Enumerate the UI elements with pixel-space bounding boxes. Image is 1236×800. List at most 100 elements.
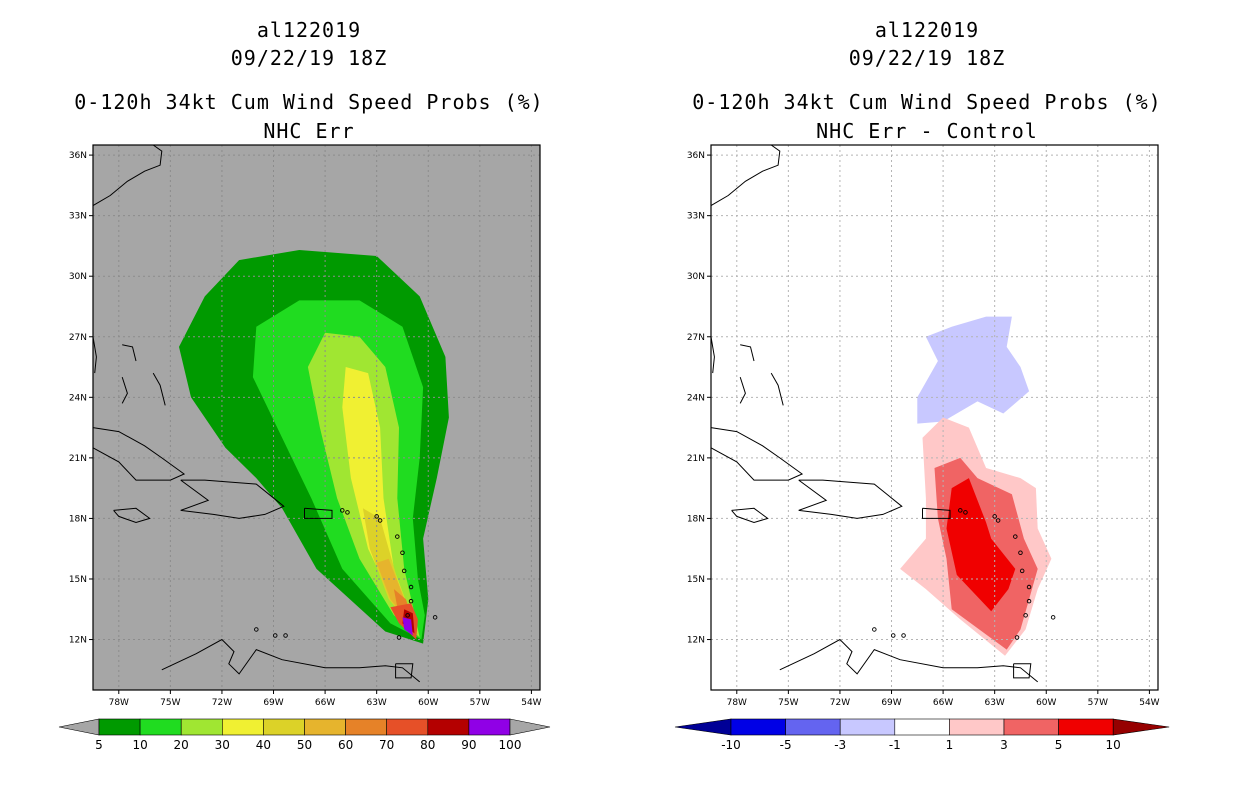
island-outline — [401, 568, 407, 574]
island-outline — [408, 598, 414, 604]
island-outline — [400, 550, 405, 555]
island-outline — [995, 518, 1001, 523]
plot-frame — [710, 144, 1159, 691]
colorbar-label: 60 — [338, 738, 353, 752]
colorbar-segment — [427, 718, 470, 736]
colorbar-label: 10 — [132, 738, 147, 752]
lat-tick-label: 36N — [687, 151, 705, 161]
colorbar-segment — [949, 718, 1005, 736]
lat-tick-label: 33N — [69, 212, 87, 222]
contour-level-90 — [402, 617, 413, 636]
lat-tick-label: 21N — [69, 454, 87, 464]
colorbar-segment — [180, 718, 223, 736]
lon-tick-label: 57W — [470, 698, 490, 708]
colorbar-segment — [139, 718, 182, 736]
coastline — [92, 336, 97, 374]
colorbar-label: 10 — [1106, 738, 1121, 752]
coastline — [770, 372, 784, 406]
coastlines — [92, 144, 438, 683]
lat-tick-label: 27N — [687, 333, 705, 343]
lon-tick-label: 66W — [933, 698, 953, 708]
island-outline — [890, 633, 896, 638]
left-map-chart: 36N 33N 30N 27N 24N 21N 18N 15N 12N 78W 75W 72W 69W 6… — [58, 144, 551, 752]
colorbar-low-extension — [58, 718, 100, 736]
colorbar-segment — [345, 718, 388, 736]
coastline — [152, 372, 166, 406]
colorbar-label: 20 — [174, 738, 189, 752]
colorbar-label: 1 — [946, 738, 954, 752]
island-outline — [432, 615, 438, 620]
lon-tick-label: 54W — [1139, 698, 1159, 708]
right-storm-id: al122019 — [874, 18, 980, 42]
coastline — [113, 507, 151, 524]
lon-tick-label: 69W — [263, 698, 283, 708]
right-product-title: 0-120h 34kt Cum Wind Speed Probs (%) — [692, 90, 1162, 114]
lon-tick-label: 78W — [727, 698, 747, 708]
right-valid-time: 09/22/19 18Z — [848, 46, 1006, 70]
colorbar: 5 10 20 30 40 50 60 70 80 90 100 — [58, 718, 551, 752]
lon-tick-label: 54W — [521, 698, 541, 708]
coastline — [304, 507, 333, 519]
colorbar-segment — [263, 718, 305, 736]
lat-tick-label: 30N — [687, 272, 705, 282]
colorbar-segment — [222, 718, 264, 736]
colorbar-label: 3 — [1000, 738, 1008, 752]
lat-tick-label: 30N — [69, 272, 87, 282]
island-outline — [377, 518, 383, 523]
colorbar-segment — [730, 718, 786, 736]
colorbar-label: 30 — [215, 738, 230, 752]
coastline — [122, 344, 137, 362]
coastline — [92, 427, 186, 481]
lon-tick-label: 60W — [418, 698, 438, 708]
island-outline — [1013, 534, 1018, 539]
contour-level-30 — [342, 367, 418, 634]
lon-tick-label: 75W — [778, 698, 798, 708]
island-outline — [405, 613, 410, 618]
island-outline — [374, 514, 379, 519]
colorbar-low-extension — [674, 718, 732, 736]
coastline — [121, 376, 128, 404]
colorbar-segment — [894, 718, 950, 736]
colorbar-segment — [1058, 718, 1114, 736]
lat-tick-label: 21N — [687, 454, 705, 464]
island-outline — [872, 627, 877, 632]
colorbar-label: 50 — [297, 738, 312, 752]
island-outline — [1023, 613, 1028, 618]
colorbar: -10 -5 -3 -1 1 3 5 10 — [674, 718, 1170, 752]
coastlines — [710, 144, 1056, 683]
coastline — [1013, 663, 1032, 679]
lon-tick-label: 57W — [1088, 698, 1108, 708]
colorbar-label: 90 — [461, 738, 476, 752]
lat-tick-label: 36N — [69, 151, 87, 161]
lat-tick-label: 12N — [687, 636, 705, 646]
coastline — [92, 144, 163, 207]
colorbar-high-extension — [509, 718, 551, 736]
colorbar-segment — [1003, 718, 1059, 736]
coastline — [710, 336, 715, 374]
gridlines — [711, 145, 1158, 690]
lat-tick-label: 33N — [687, 212, 705, 222]
colorbar-high-extension — [1112, 718, 1170, 736]
colorbar-label: 70 — [379, 738, 394, 752]
lat-tick-label: 15N — [687, 575, 705, 585]
coastline — [710, 427, 804, 481]
coastline — [798, 479, 903, 519]
left-product-title: 0-120h 34kt Cum Wind Speed Probs (%) — [74, 90, 544, 114]
island-outline — [1018, 550, 1023, 555]
coastline — [731, 507, 769, 524]
colorbar-label: 5 — [95, 738, 103, 752]
colorbar-label: 5 — [1055, 738, 1063, 752]
lon-tick-label: 75W — [160, 698, 180, 708]
island-outline — [901, 633, 906, 638]
right-panel: al122019 09/22/19 18Z 0-120h 34kt Cum Wi… — [618, 0, 1236, 800]
gridlines — [93, 145, 540, 690]
lat-tick-label: 27N — [69, 333, 87, 343]
island-outline — [963, 510, 968, 515]
lon-tick-label: 63W — [984, 698, 1004, 708]
coastline — [922, 507, 951, 519]
colorbar-label: -3 — [834, 738, 846, 752]
colorbar-segment — [785, 718, 841, 736]
lon-tick-label: 78W — [109, 698, 129, 708]
island-outline — [1019, 568, 1025, 574]
lat-tick-label: 12N — [69, 636, 87, 646]
